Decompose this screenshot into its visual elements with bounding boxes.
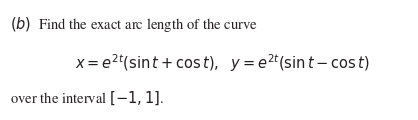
Text: $(b)$  Find the exact arc length of the curve: $(b)$ Find the exact arc length of the c… [10,15,258,34]
Text: over the interval $[-1, 1]$.: over the interval $[-1, 1]$. [10,90,164,107]
Text: $x = e^{2t}(\sin t + \cos t),\ \ y = e^{2t}(\sin t - \cos t)$: $x = e^{2t}(\sin t + \cos t),\ \ y = e^{… [75,52,370,74]
